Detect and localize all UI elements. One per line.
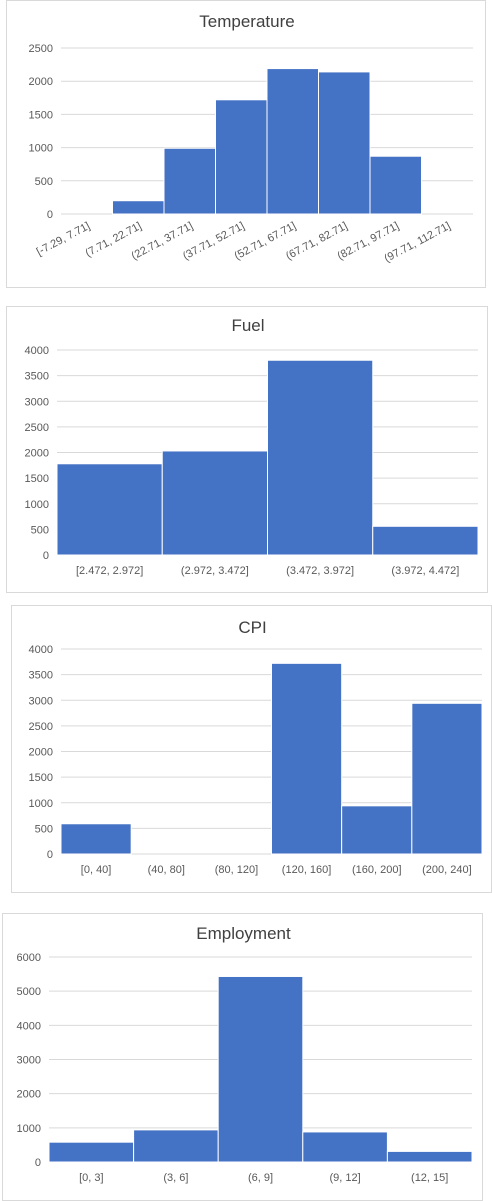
y-tick-label: 3000: [29, 695, 53, 707]
bar-temperature-3: [215, 99, 268, 215]
bar-temperature-2: [163, 147, 216, 215]
y-tick-label: 2000: [25, 448, 49, 460]
chart-title-temperature: Temperature: [199, 12, 294, 31]
y-tick-label: 5000: [17, 986, 41, 998]
bar-employment-4: [386, 1150, 473, 1163]
y-tick-label: 1000: [25, 499, 49, 511]
chart-svg-fuel: Fuel 0 500 1000 1500 2000 2500 3000 3500 4000 [2.4…: [25, 316, 479, 577]
y-tick-label: 500: [35, 176, 53, 188]
y-tick-label: 1500: [25, 473, 49, 485]
y-tick-label: 3000: [25, 396, 49, 408]
y-tick-label: 2000: [17, 1089, 41, 1101]
y-tick-label: 1000: [29, 143, 53, 155]
chart-title-cpi: CPI: [238, 618, 266, 637]
bar-fuel-3: [372, 525, 479, 556]
y-tick-label: 2500: [29, 43, 53, 55]
x-tick-label: [2.472, 2.972]: [76, 565, 143, 577]
x-tick-label: (2.972, 3.472]: [181, 565, 249, 577]
x-tick-label: (40, 80]: [148, 864, 185, 876]
chart-title-fuel: Fuel: [231, 316, 264, 335]
y-tick-label: 1000: [29, 798, 53, 810]
y-tick-label: 6000: [17, 952, 41, 964]
x-tick-label: (200, 240]: [422, 864, 472, 876]
y-tick-label: 4000: [25, 345, 49, 357]
bar-temperature-1: [112, 200, 165, 215]
y-tick-label: 0: [35, 1157, 41, 1169]
chart-svg-temperature: Temperature 0 500 1000 1500 2000 2500 [-7.29, 7…: [29, 12, 473, 265]
bar-employment-2: [217, 975, 304, 1163]
chart-svg-cpi: CPI 0 500 1000 1500 2000 2500 3000 3500 4000 [0, 4…: [29, 618, 483, 876]
y-tick-label: 2000: [29, 747, 53, 759]
y-tick-label: 4000: [17, 1020, 41, 1032]
y-tick-label: 2500: [25, 422, 49, 434]
y-tick-label: 0: [43, 550, 49, 562]
x-tick-label: (3.472, 3.972]: [286, 565, 354, 577]
bar-cpi-3: [271, 662, 343, 855]
y-tick-label: 3000: [17, 1055, 41, 1067]
bar-employment-0: [48, 1141, 135, 1163]
x-tick-label: [-7.29, 7.71]: [35, 220, 92, 258]
bar-cpi-5: [411, 702, 483, 855]
y-tick-label: 4000: [29, 644, 53, 656]
chart-panel-temperature: Temperature 0 500 1000 1500 2000 2500 [-7.29, 7…: [6, 0, 486, 288]
chart-svg-employment: Employment 0 1000 2000 3000 4000 5000 6000 [0, 3…: [17, 924, 473, 1184]
bar-employment-3: [302, 1131, 388, 1163]
chart-title-employment: Employment: [196, 924, 291, 943]
y-tick-label: 0: [47, 849, 53, 861]
x-tick-label: (6, 9]: [248, 1172, 273, 1184]
bar-temperature-5: [318, 71, 371, 215]
x-tick-label: (3, 6]: [163, 1172, 188, 1184]
y-tick-label: 500: [35, 823, 53, 835]
x-tick-label: (80, 120]: [215, 864, 258, 876]
x-tick-label: (9, 12]: [330, 1172, 361, 1184]
y-tick-label: 2000: [29, 76, 53, 88]
y-tick-label: 3500: [29, 670, 53, 682]
bar-temperature-4: [266, 68, 319, 215]
y-tick-label: 1000: [17, 1123, 41, 1135]
x-tick-label: (3.972, 4.472]: [391, 565, 459, 577]
bar-fuel-2: [267, 359, 374, 556]
bar-cpi-0: [60, 823, 132, 855]
bar-fuel-0: [56, 463, 163, 556]
x-tick-label: (12, 15]: [411, 1172, 448, 1184]
x-tick-label: [0, 3]: [79, 1172, 103, 1184]
chart-panel-cpi: CPI 0 500 1000 1500 2000 2500 3000 3500 4000 [0, 4…: [11, 605, 492, 893]
bar-temperature-6: [369, 155, 422, 215]
y-tick-label: 1500: [29, 772, 53, 784]
bar-cpi-4: [341, 805, 413, 855]
y-tick-label: 0: [47, 209, 53, 221]
x-tick-label: (120, 160]: [282, 864, 332, 876]
y-tick-label: 2500: [29, 721, 53, 733]
bar-fuel-1: [161, 450, 268, 556]
y-tick-label: 1500: [29, 109, 53, 121]
x-tick-label: (160, 200]: [352, 864, 402, 876]
chart-panel-employment: Employment 0 1000 2000 3000 4000 5000 6000 [0, 3…: [2, 913, 483, 1201]
y-tick-label: 500: [31, 524, 49, 536]
chart-panel-fuel: Fuel 0 500 1000 1500 2000 2500 3000 3500 4000 [2.4…: [6, 306, 488, 593]
x-tick-label: [0, 40]: [81, 864, 112, 876]
bar-employment-1: [133, 1129, 219, 1163]
y-tick-label: 3500: [25, 371, 49, 383]
